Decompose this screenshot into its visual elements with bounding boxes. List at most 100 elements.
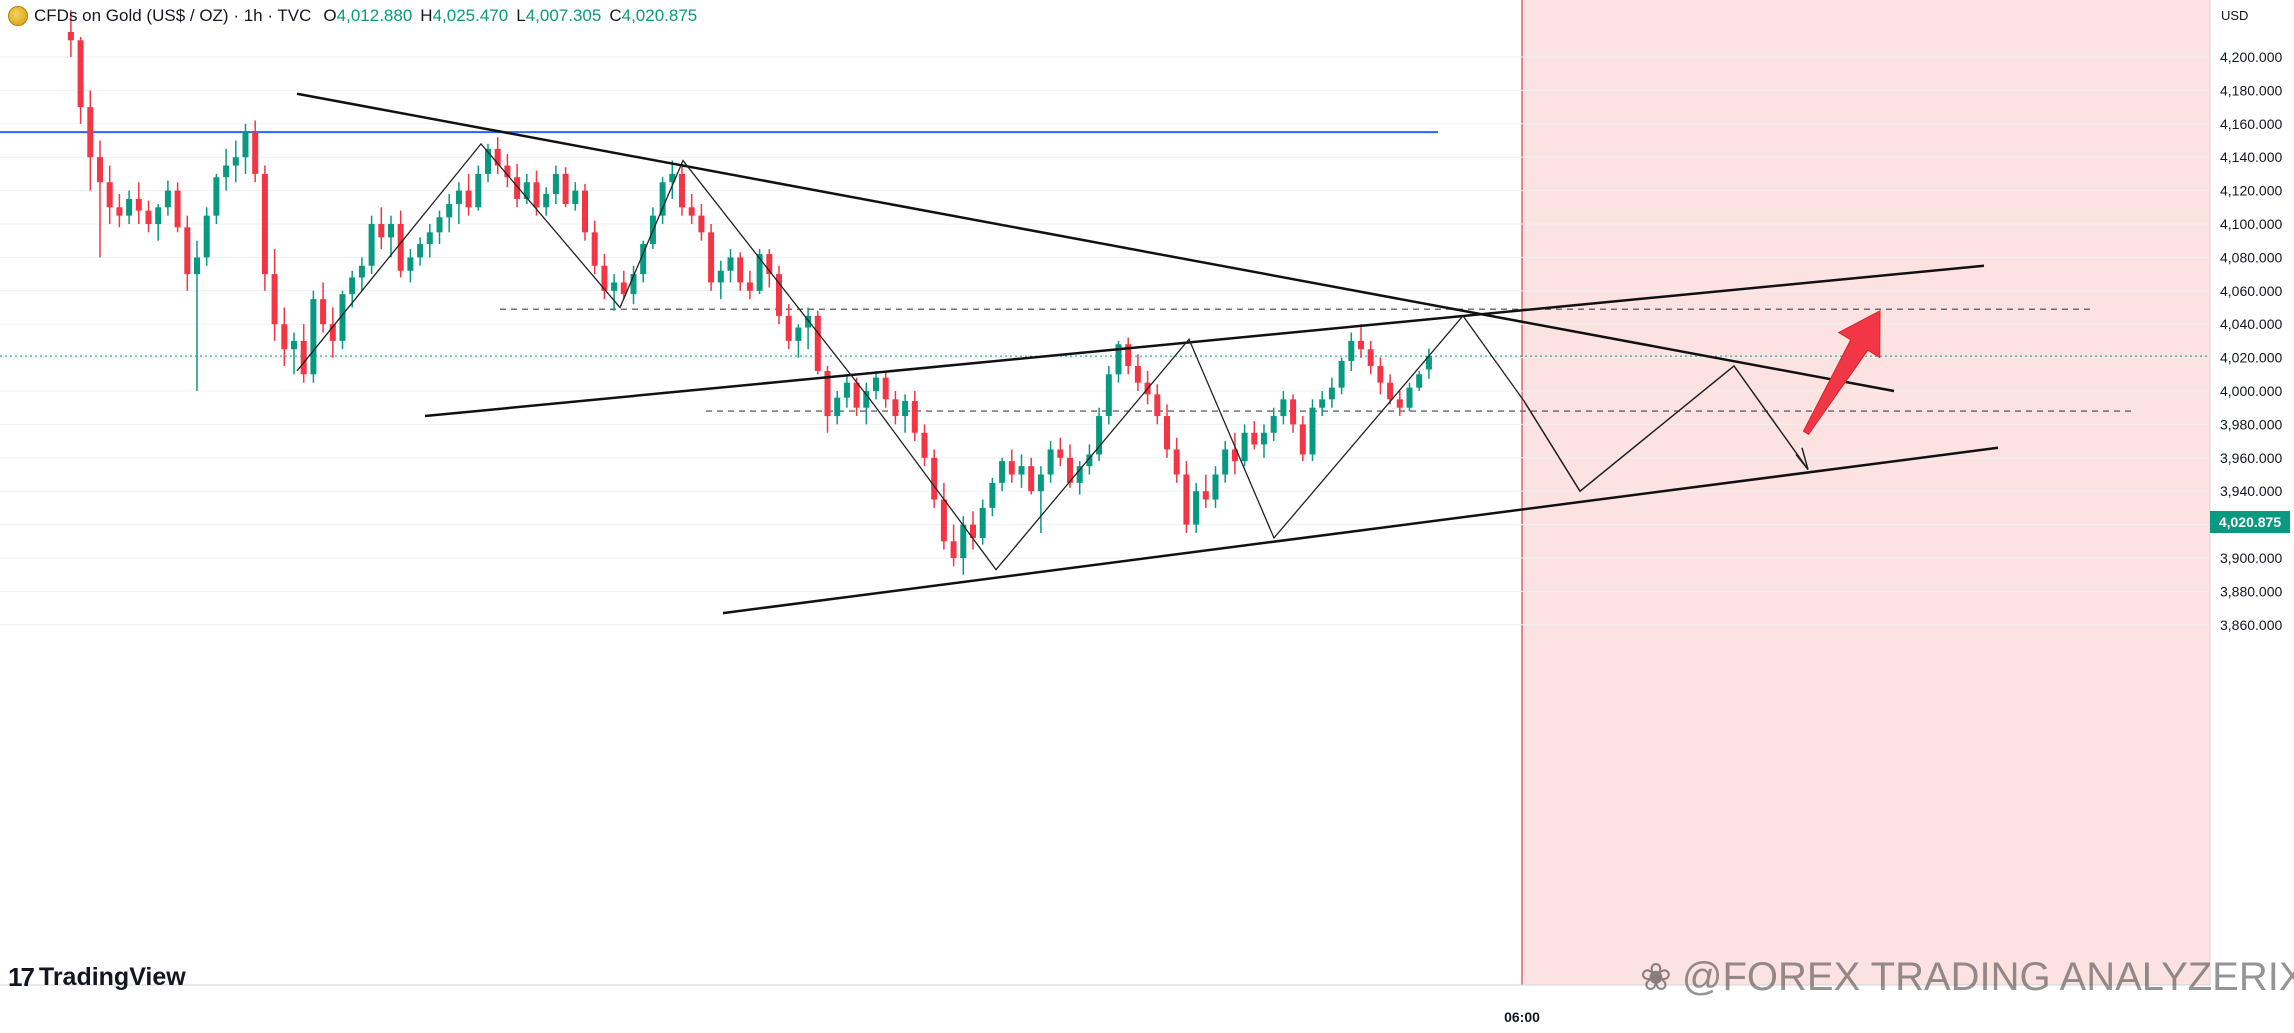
candle-body bbox=[1241, 432, 1248, 462]
candle bbox=[601, 254, 608, 300]
candle bbox=[67, 10, 74, 57]
candle-body bbox=[795, 327, 802, 341]
candle bbox=[261, 165, 268, 291]
ohlc-close: C4,020.875 bbox=[609, 6, 698, 25]
ohlc-high: H4,025.470 bbox=[420, 6, 509, 25]
candle-body bbox=[543, 193, 550, 208]
candle bbox=[863, 382, 870, 425]
candle bbox=[203, 207, 210, 266]
candle bbox=[1183, 461, 1190, 533]
candle-body bbox=[805, 315, 812, 328]
currency-unit-label[interactable]: USD bbox=[2221, 8, 2249, 23]
candle-body bbox=[1319, 399, 1326, 408]
candle-body bbox=[300, 340, 307, 375]
candle bbox=[1193, 482, 1200, 533]
candle bbox=[843, 374, 850, 408]
candle-body bbox=[1076, 466, 1083, 483]
candle bbox=[446, 193, 453, 233]
candle bbox=[1261, 424, 1267, 458]
candle bbox=[853, 377, 860, 417]
candle bbox=[611, 274, 618, 311]
candle-body bbox=[1328, 387, 1335, 400]
candle-body bbox=[1202, 491, 1209, 500]
candle-body bbox=[1164, 416, 1170, 450]
candle bbox=[388, 215, 394, 258]
candle bbox=[349, 270, 356, 308]
candle-body bbox=[494, 148, 501, 166]
candle bbox=[999, 457, 1006, 492]
candle bbox=[1406, 382, 1413, 412]
candle-body bbox=[679, 173, 685, 208]
candle-body bbox=[514, 177, 521, 199]
candle-body bbox=[999, 461, 1006, 483]
candle-body bbox=[1348, 340, 1355, 361]
candle bbox=[1096, 407, 1103, 462]
candle bbox=[785, 304, 792, 350]
candle-body bbox=[1057, 449, 1064, 458]
candle bbox=[465, 173, 472, 216]
candle bbox=[455, 182, 462, 224]
channel-bottom-line bbox=[722, 446, 1999, 615]
candle bbox=[902, 394, 909, 433]
candle-body bbox=[1358, 340, 1364, 350]
candle bbox=[1037, 466, 1044, 533]
candle bbox=[1377, 357, 1384, 395]
candle bbox=[562, 167, 569, 208]
candle-body bbox=[717, 270, 724, 283]
candle bbox=[252, 120, 259, 183]
candle-body bbox=[106, 182, 113, 208]
candle-body bbox=[174, 190, 181, 228]
candle-body bbox=[465, 190, 472, 208]
candle bbox=[407, 249, 414, 283]
candle-body bbox=[630, 274, 637, 295]
candle-body bbox=[417, 244, 424, 258]
candle-body bbox=[504, 165, 511, 178]
candle-body bbox=[746, 282, 753, 291]
forecast-zone bbox=[1522, 0, 2210, 985]
candle-body bbox=[950, 541, 957, 558]
candle-body bbox=[931, 457, 938, 500]
candle bbox=[688, 193, 695, 224]
candle-body bbox=[1047, 449, 1054, 475]
symbol-title[interactable]: CFDs on Gold (US$ / OZ) · 1h · TVC bbox=[34, 6, 312, 25]
candle bbox=[970, 511, 976, 550]
gold-coin-icon bbox=[8, 6, 28, 26]
candle bbox=[116, 193, 123, 228]
ohlc-open: O4,012.880 bbox=[323, 6, 413, 25]
candle bbox=[281, 307, 288, 366]
candle-body bbox=[1105, 374, 1112, 417]
candle-body bbox=[135, 198, 142, 211]
candle bbox=[979, 499, 986, 545]
candle-body bbox=[1193, 491, 1200, 525]
price-tick-label: 4,140.000 bbox=[2220, 149, 2282, 165]
candle-body bbox=[407, 257, 414, 271]
candle-body bbox=[1261, 432, 1267, 445]
candle-body bbox=[388, 224, 394, 238]
candle-body bbox=[979, 507, 986, 538]
candle-body bbox=[756, 254, 763, 291]
price-tick-label: 3,900.000 bbox=[2220, 550, 2282, 566]
candle-body bbox=[77, 40, 84, 108]
candle bbox=[1115, 340, 1122, 383]
tradingview-logo[interactable]: 17 TradingView bbox=[8, 962, 186, 992]
candle-body bbox=[1406, 387, 1413, 408]
candle-body bbox=[582, 190, 588, 233]
candle bbox=[485, 143, 491, 183]
time-tick-label: 06:00 bbox=[1504, 1009, 1540, 1025]
candle bbox=[552, 165, 559, 204]
candle bbox=[1222, 441, 1229, 483]
ohlc-low: L4,007.305 bbox=[516, 6, 602, 25]
candle-body bbox=[640, 244, 647, 275]
candle-body bbox=[1212, 474, 1219, 500]
candle-body bbox=[358, 265, 365, 278]
candle bbox=[698, 203, 705, 241]
candle bbox=[77, 36, 84, 124]
candle-body bbox=[1028, 466, 1035, 492]
candle bbox=[989, 477, 996, 517]
candle-body bbox=[1251, 432, 1258, 445]
ohlc-readout: O4,012.880 H4,025.470 L4,007.305 C4,020.… bbox=[323, 6, 697, 26]
candle-body bbox=[766, 254, 773, 275]
candle-body bbox=[116, 207, 123, 216]
candle bbox=[1270, 407, 1277, 442]
